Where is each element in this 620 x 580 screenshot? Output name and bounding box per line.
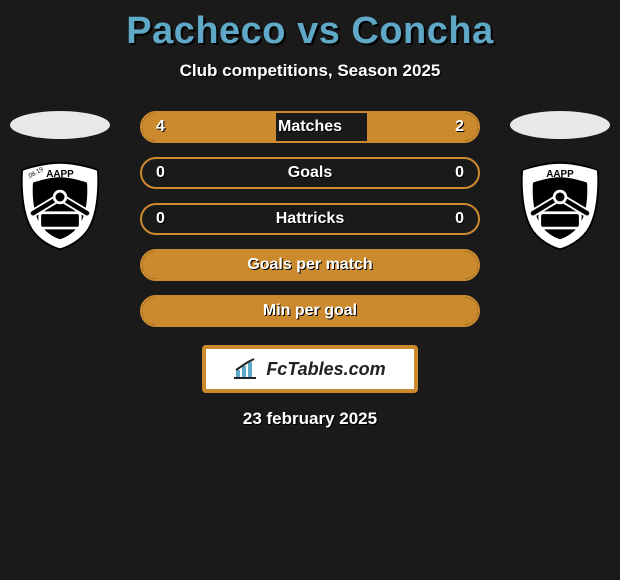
brand-text: FcTables.com [266, 359, 385, 380]
svg-text:AAPP: AAPP [546, 169, 574, 180]
club-badge-right: AAPP [515, 161, 605, 251]
subtitle: Club competitions, Season 2025 [0, 61, 620, 81]
player-ellipse-left [10, 111, 110, 139]
stat-row: 4Matches2 [140, 111, 480, 143]
date-line: 23 february 2025 [0, 409, 620, 429]
player-ellipse-right [510, 111, 610, 139]
stat-row: Min per goal [140, 295, 480, 327]
chart-icon [234, 358, 260, 380]
stat-rows: 4Matches20Goals00Hattricks0Goals per mat… [140, 111, 480, 327]
stat-label: Min per goal [142, 302, 478, 320]
svg-text:AAPP: AAPP [46, 169, 74, 180]
comparison-card: Pacheco vs Concha Club competitions, Sea… [0, 0, 620, 429]
shield-icon: AAPP [515, 161, 605, 251]
page-title: Pacheco vs Concha [0, 10, 620, 53]
stat-row: 0Goals0 [140, 157, 480, 189]
stat-value-right: 0 [455, 210, 464, 228]
stat-label: Goals [142, 164, 478, 182]
stat-value-right: 2 [455, 118, 464, 136]
stat-label: Goals per match [142, 256, 478, 274]
shield-icon: AAPP .08.19 [15, 161, 105, 251]
stat-row: Goals per match [140, 249, 480, 281]
stat-row: 0Hattricks0 [140, 203, 480, 235]
stats-area: AAPP .08.19 AAPP [0, 111, 620, 429]
brand-box: FcTables.com [202, 345, 418, 393]
stat-label: Matches [142, 118, 478, 136]
stat-value-right: 0 [455, 164, 464, 182]
stat-label: Hattricks [142, 210, 478, 228]
club-badge-left: AAPP .08.19 [15, 161, 105, 251]
